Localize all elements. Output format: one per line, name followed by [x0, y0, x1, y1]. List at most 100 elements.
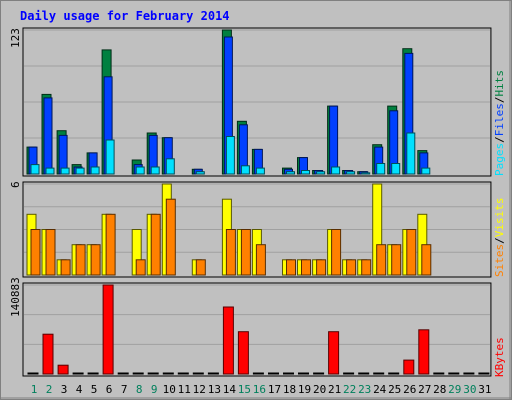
bar-pages-day-24: [376, 163, 386, 175]
bar-kbytes-day-6: [102, 284, 114, 375]
bar-sites-day-5: [90, 244, 101, 276]
day-label-13: 13: [208, 383, 221, 396]
bar-kbytes-day-7: [117, 372, 129, 375]
day-label-26: 26: [403, 383, 416, 396]
bar-pages-day-6: [105, 139, 115, 175]
day-label-22: 22: [343, 383, 356, 396]
day-label-7: 7: [121, 383, 128, 396]
legend-visits: Visits: [493, 198, 506, 238]
legend-bottom: KBytes: [493, 337, 506, 377]
day-label-25: 25: [388, 383, 401, 396]
bar-kbytes-day-27: [418, 329, 430, 375]
day-label-15: 15: [238, 383, 251, 396]
bar-pages-day-15: [240, 165, 250, 175]
day-label-1: 1: [31, 383, 38, 396]
bar-kbytes-day-2: [42, 333, 54, 375]
day-label-17: 17: [268, 383, 281, 396]
day-label-31: 31: [478, 383, 491, 396]
bar-kbytes-day-28: [433, 372, 445, 375]
bar-kbytes-day-24: [373, 372, 385, 375]
bar-pages-day-19: [301, 170, 310, 175]
day-label-21: 21: [328, 383, 341, 396]
bar-kbytes-day-23: [358, 372, 370, 375]
bar-pages-day-16: [255, 167, 265, 175]
day-label-12: 12: [193, 383, 206, 396]
day-labels: 1 2 3 4 5 6 7 8 9 10 11 12 13 14 15 16 17 18 19 20 21 22 23 24 2…: [31, 383, 492, 396]
day-label-16: 16: [253, 383, 266, 396]
bar-kbytes-day-29: [448, 372, 460, 375]
bar-kbytes-day-3: [57, 364, 69, 375]
legend-separator: /: [493, 237, 506, 244]
bar-files-day-21: [329, 105, 339, 175]
bar-kbytes-day-16: [252, 372, 264, 375]
bar-kbytes-day-19: [298, 372, 309, 375]
bar-sites-day-19: [301, 259, 311, 276]
day-label-11: 11: [178, 383, 191, 396]
day-label-18: 18: [283, 383, 296, 396]
legend-files: Files: [493, 103, 506, 136]
panel-visits-sites: [22, 181, 492, 278]
bar-sites-day-15: [240, 229, 251, 276]
bar-pages-day-21: [331, 166, 341, 175]
bar-sites-day-12: [195, 259, 206, 276]
bar-pages-day-5: [90, 166, 100, 175]
legend-sites: Sites: [493, 244, 506, 277]
day-label-10: 10: [163, 383, 176, 396]
bar-sites-day-24: [376, 244, 387, 276]
bar-pages-day-10: [165, 158, 175, 175]
bar-kbytes-day-12: [192, 372, 204, 375]
day-label-29: 29: [448, 383, 461, 396]
legend-top: Pages/Files/Hits: [493, 70, 506, 176]
bar-sites-day-4: [75, 244, 86, 276]
legend-separator: /: [493, 97, 506, 104]
panel-kbytes: [22, 282, 492, 377]
day-label-24: 24: [373, 383, 387, 396]
bar-pages-day-23: [361, 172, 371, 175]
bar-kbytes-day-17: [268, 372, 279, 375]
bar-pages-day-2: [45, 167, 55, 175]
bar-kbytes-day-9: [147, 372, 159, 375]
legend-separator: /: [493, 136, 506, 143]
legend-text: KBytes: [493, 337, 506, 377]
bar-pages-day-26: [406, 132, 416, 175]
bar-sites-day-26: [406, 229, 417, 276]
day-label-19: 19: [298, 383, 311, 396]
bar-sites-day-14: [225, 229, 236, 276]
day-label-2: 2: [46, 383, 53, 396]
day-label-20: 20: [313, 383, 326, 396]
bar-pages-day-1: [30, 164, 40, 175]
day-label-5: 5: [91, 383, 98, 396]
bar-sites-day-18: [286, 259, 296, 276]
day-label-3: 3: [61, 383, 68, 396]
bar-kbytes-day-14: [222, 306, 234, 375]
bar-kbytes-day-26: [403, 359, 415, 375]
bar-kbytes-day-15: [237, 331, 249, 375]
bar-pages-day-12: [195, 171, 205, 175]
bar-sites-day-8: [135, 259, 146, 276]
legend-pages: Pages: [493, 143, 506, 176]
bar-sites-day-23: [361, 259, 372, 276]
bar-kbytes-day-4: [72, 372, 84, 375]
legend-hits: Hits: [493, 70, 506, 97]
day-label-9: 9: [151, 383, 158, 396]
bar-kbytes-day-21: [328, 331, 340, 375]
bar-kbytes-day-10: [162, 372, 174, 375]
bar-kbytes-day-5: [87, 372, 99, 375]
bar-pages-day-22: [346, 171, 356, 175]
bar-sites-day-2: [45, 229, 56, 276]
day-label-4: 4: [76, 383, 83, 396]
bar-sites-day-22: [346, 259, 357, 276]
bar-sites-day-21: [331, 229, 342, 276]
day-label-28: 28: [433, 383, 446, 396]
day-label-14: 14: [223, 383, 237, 396]
max-label-top: 123: [9, 28, 22, 48]
day-label-27: 27: [418, 383, 431, 396]
bar-sites-day-1: [30, 229, 41, 276]
bar-pages-day-4: [75, 167, 85, 175]
bar-kbytes-day-20: [313, 372, 325, 375]
bar-kbytes-day-11: [177, 372, 189, 375]
bar-kbytes-day-1: [27, 372, 39, 375]
bar-kbytes-day-22: [343, 372, 355, 375]
bar-pages-day-18: [286, 171, 295, 175]
